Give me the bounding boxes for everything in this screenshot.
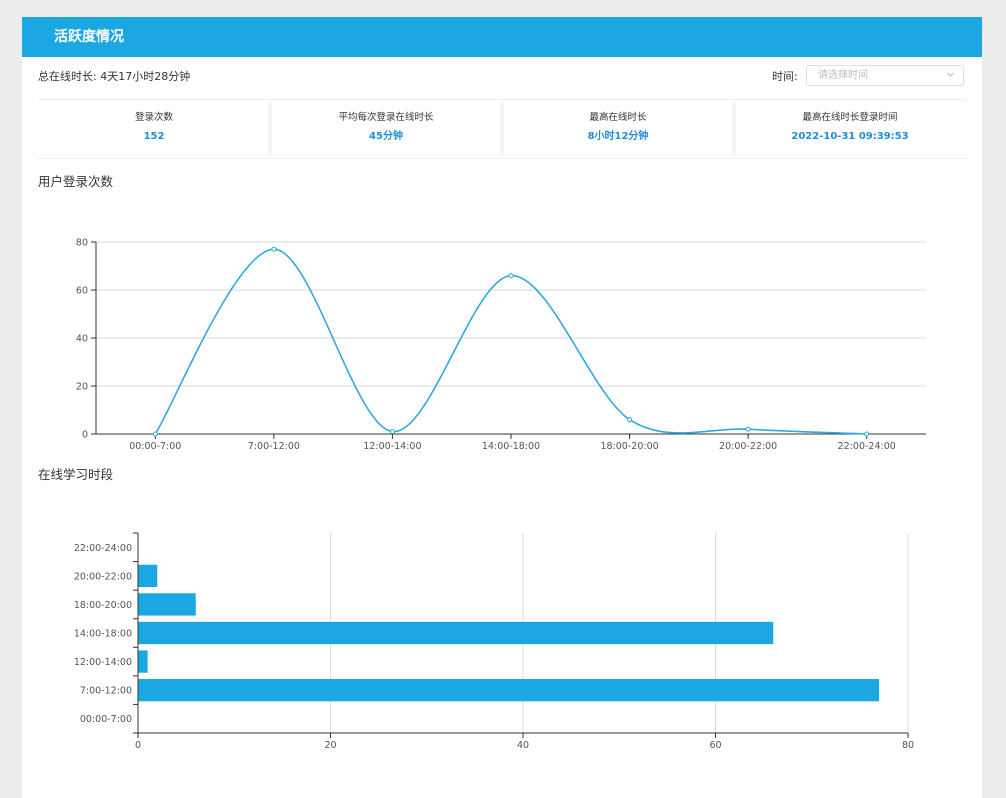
stat-value: 152 [143, 131, 165, 142]
panel-title: 活跃度情况 [54, 29, 124, 45]
y-tick-label: 14:00-18:00 [74, 629, 132, 640]
y-tick-label: 12:00-14:00 [74, 657, 132, 668]
y-tick-label: 60 [76, 286, 88, 297]
time-select[interactable]: 请选择时间 [806, 65, 964, 86]
stat-avg-session: 平均每次登录在线时长 45分钟 [267, 100, 502, 158]
stat-value: 2022-10-31 09:39:53 [791, 131, 909, 142]
data-point [271, 246, 277, 252]
y-tick-label: 0 [82, 430, 88, 441]
bar [138, 679, 880, 702]
y-tick-label: 80 [76, 238, 88, 249]
y-tick-label: 20:00-22:00 [74, 571, 132, 582]
y-tick-label: 18:00-20:00 [74, 600, 132, 611]
stat-label: 平均每次登录在线时长 [338, 112, 434, 123]
x-tick-label: 20 [324, 740, 336, 751]
stat-value: 45分钟 [369, 131, 403, 142]
time-select-placeholder: 请选择时间 [818, 70, 868, 81]
y-tick-label: 00:00-7:00 [80, 714, 132, 725]
study-period-bar-chart: 0 20 40 60 80 00:00-7:00 7:00-12:00 12:00-14:00… [74, 532, 914, 751]
data-point [745, 426, 751, 432]
login-count-line-chart: 0 20 40 60 80 00:00-7:00 7:00-12:00 12:00-14:00… [76, 238, 926, 452]
y-tick-label: 40 [76, 334, 88, 345]
panel-header: 活跃度情况 [22, 17, 982, 57]
bar [138, 564, 158, 587]
stats-row: 登录次数 152 平均每次登录在线时长 45分钟 最高在线时长 8小时12分钟 … [38, 99, 966, 159]
bar [138, 593, 196, 616]
activity-panel: 活跃度情况 总在线时长: 4天17小时28分钟 时间: 请选择时间 登录次数 1… [22, 17, 982, 798]
stat-login-count: 登录次数 152 [38, 100, 270, 158]
y-tick-label: 22:00-24:00 [74, 543, 132, 554]
y-tick-label: 20 [76, 382, 88, 393]
x-tick-label: 80 [902, 740, 914, 751]
data-point [864, 431, 870, 437]
time-filter-label: 时间: [772, 70, 798, 83]
bar-chart-title: 在线学习时段 [38, 467, 114, 482]
x-tick-label: 7:00-12:00 [248, 441, 300, 452]
chevron-down-icon [947, 72, 954, 77]
data-point [152, 431, 158, 437]
stat-label: 登录次数 [134, 112, 173, 123]
x-tick-label: 14:00-18:00 [482, 441, 540, 452]
x-tick-label: 60 [709, 740, 721, 751]
stat-label: 最高在线时长 [589, 112, 647, 123]
stat-label: 最高在线时长登录时间 [802, 112, 898, 123]
total-online-time: 总在线时长: 4天17小时28分钟 [38, 70, 191, 83]
x-tick-label: 40 [517, 740, 529, 751]
stat-max-online-login-time: 最高在线时长登录时间 2022-10-31 09:39:53 [731, 100, 966, 158]
stat-value: 8小时12分钟 [587, 131, 649, 142]
x-tick-label: 22:00-24:00 [838, 441, 896, 452]
stat-max-online: 最高在线时长 8小时12分钟 [499, 100, 734, 158]
x-tick-label: 20:00-22:00 [719, 441, 777, 452]
bar [138, 650, 148, 673]
data-point [389, 429, 395, 435]
data-point [627, 417, 633, 423]
bar [138, 621, 774, 645]
x-tick-label: 18:00-20:00 [600, 441, 658, 452]
x-tick-label: 00:00-7:00 [129, 441, 181, 452]
data-point [508, 273, 514, 279]
y-tick-label: 7:00-12:00 [80, 686, 132, 697]
series-line [154, 248, 867, 435]
login-chart-title: 用户登录次数 [38, 174, 114, 189]
x-tick-label: 12:00-14:00 [363, 441, 421, 452]
x-tick-label: 0 [135, 740, 141, 751]
